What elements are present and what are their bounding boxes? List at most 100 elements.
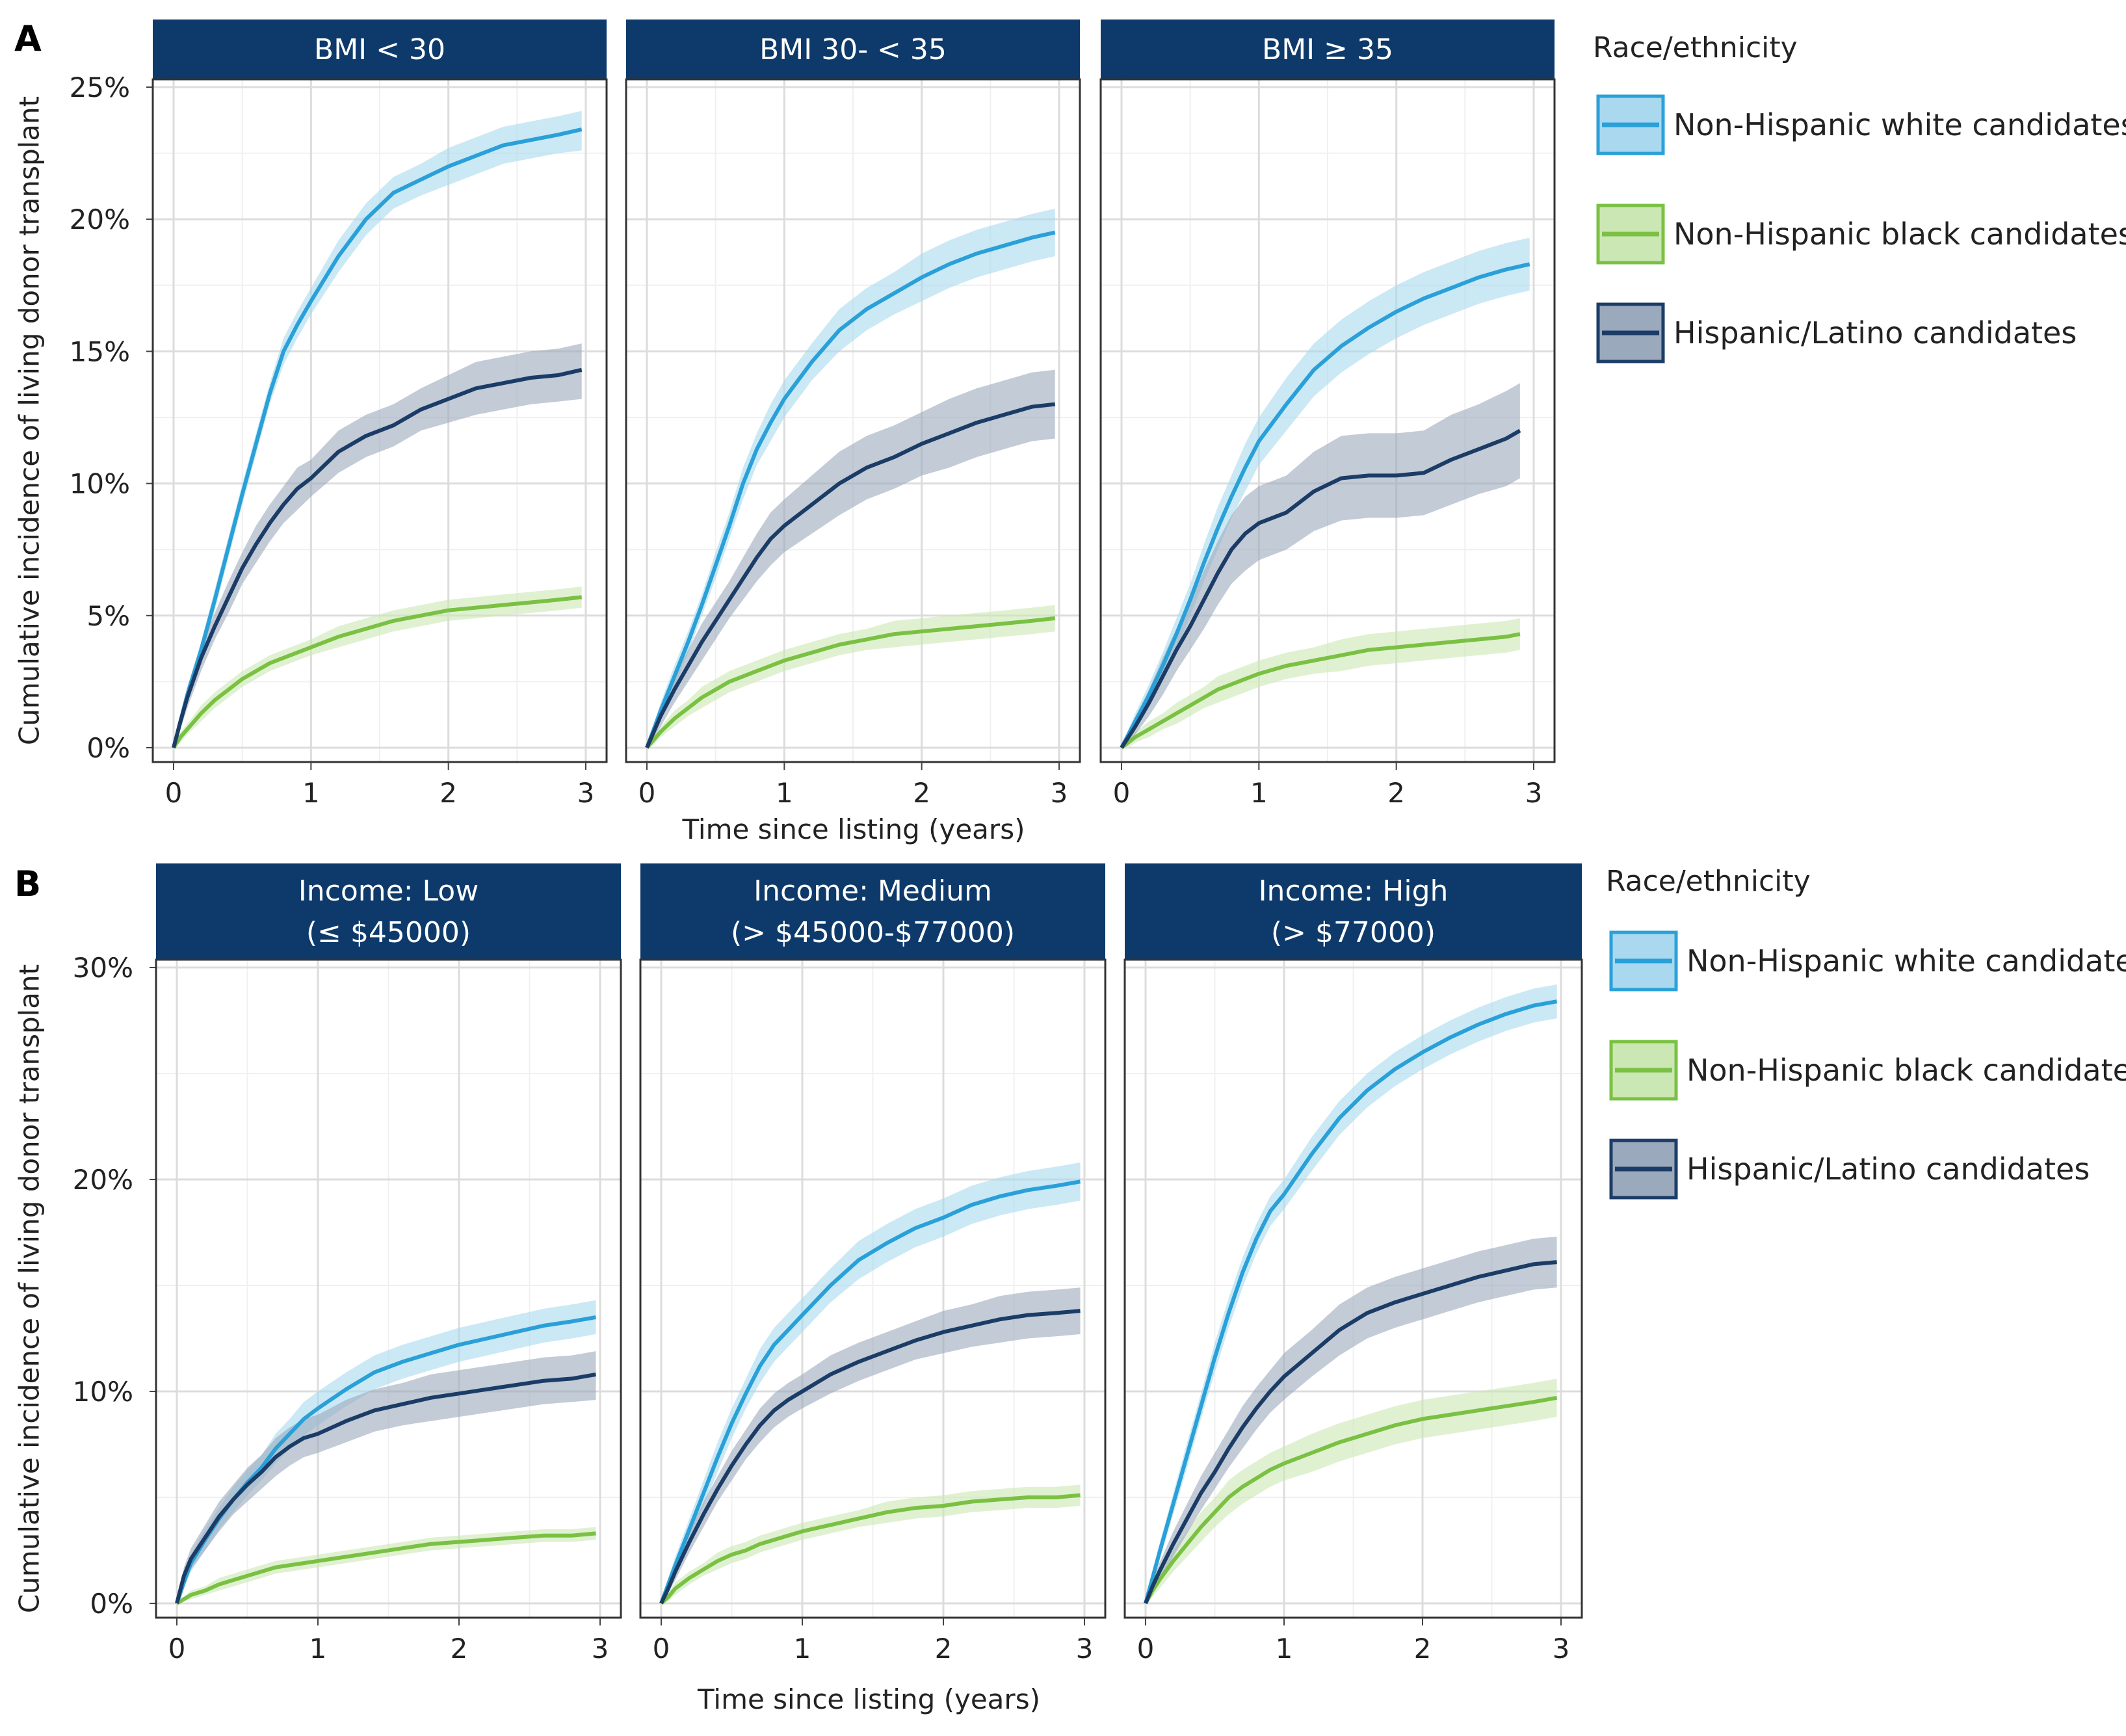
chart-panel-b: B Cumulative incidence of living donor tr… — [14, 863, 2126, 1715]
series-line — [1120, 262, 1530, 749]
series-line — [172, 367, 583, 748]
confidence-band — [1122, 618, 1520, 748]
facet-1: BMI 30- < 35 0 1 2 3 — [625, 20, 1081, 809]
facet-strip-label: (> $45000-$77000) — [731, 916, 1015, 949]
facet-strip — [153, 20, 607, 79]
legend-label: Hispanic/Latino candidates — [1673, 315, 2077, 350]
series-line — [172, 595, 583, 749]
panel-border — [639, 958, 1107, 1619]
x-tick-label: 2 — [1387, 777, 1405, 809]
y-axis-title: Cumulative incidence of living donor tra… — [14, 964, 46, 1613]
confidence-band — [177, 1351, 596, 1603]
legend: Race/ethnicity Non-Hispanic white candida… — [1606, 865, 2126, 1200]
y-tick-label: 0% — [86, 732, 130, 764]
confidence-band — [177, 1527, 596, 1603]
y-tick-label: 10% — [70, 468, 130, 500]
x-tick-label: 0 — [1113, 777, 1131, 809]
y-tick-label: 0% — [90, 1588, 133, 1620]
x-tick-label: 0 — [168, 1633, 186, 1664]
y-tick-label: 20% — [73, 1164, 133, 1196]
facet-strip-label: Income: Medium — [754, 875, 992, 908]
facet-strip-label: BMI ≥ 35 — [1262, 33, 1393, 66]
facet-1: Income: Medium (> $45000-$77000) 0 1 2 3 — [639, 863, 1107, 1664]
facet-0: BMI < 30 0 1 2 3 — [151, 20, 608, 809]
confidence-band — [647, 369, 1055, 748]
facet-strip-label: Income: High — [1259, 875, 1449, 908]
x-axis-title: Time since listing (years) — [697, 1683, 1040, 1715]
legend-label: Non-Hispanic black candidates — [1686, 1053, 2126, 1088]
confidence-band — [1146, 1237, 1557, 1603]
legend-title: Race/ethnicity — [1606, 865, 1811, 898]
y-tick-label: 10% — [73, 1376, 133, 1408]
facet-2: BMI ≥ 35 0 1 2 3 — [1099, 20, 1556, 809]
series-line — [1144, 1395, 1558, 1605]
x-axis-title: Time since listing (years) — [682, 813, 1025, 845]
legend-label: Non-Hispanic white candidates — [1686, 943, 2126, 979]
series-line — [1144, 1260, 1557, 1605]
series-line — [175, 1372, 597, 1604]
confidence-band — [647, 605, 1055, 748]
facet-strip-label: (> $77000) — [1271, 916, 1436, 949]
panel-border — [625, 78, 1081, 763]
x-tick-label: 2 — [913, 777, 930, 809]
series-line — [645, 230, 1056, 749]
legend-label: Hispanic/Latino candidates — [1686, 1151, 2090, 1187]
x-tick-label: 2 — [451, 1633, 468, 1664]
y-tick-label: 20% — [70, 204, 130, 235]
x-tick-label: 0 — [653, 1633, 670, 1664]
series-line — [1120, 632, 1521, 750]
y-tick-label: 5% — [86, 600, 130, 632]
facet-strip — [1125, 863, 1582, 960]
facet-strip-label: (≤ $45000) — [306, 916, 471, 949]
x-tick-label: 1 — [794, 1633, 811, 1664]
series-line — [645, 402, 1056, 749]
series-line — [1144, 999, 1558, 1604]
chart-panel-a: A Cumulative incidence of living donor tr… — [14, 18, 2126, 845]
facet-strip — [1101, 20, 1555, 79]
series-line — [659, 1179, 1081, 1605]
confidence-band — [1146, 1378, 1557, 1603]
y-tick-label: 25% — [70, 72, 130, 103]
confidence-band — [1122, 383, 1520, 748]
x-tick-label: 2 — [935, 1633, 952, 1664]
panel-letter: B — [14, 863, 41, 904]
x-tick-label: 3 — [1051, 777, 1068, 809]
y-tick-label: 30% — [73, 952, 133, 984]
x-tick-label: 1 — [302, 777, 320, 809]
confidence-band — [647, 208, 1055, 748]
legend-label: Non-Hispanic white candidates — [1673, 107, 2126, 142]
x-tick-label: 1 — [1276, 1633, 1293, 1664]
panel-letter: A — [14, 18, 42, 59]
x-tick-label: 3 — [1553, 1633, 1570, 1664]
x-tick-label: 0 — [1137, 1633, 1155, 1664]
x-tick-label: 3 — [577, 777, 595, 809]
panel-border — [155, 958, 622, 1619]
facet-strip-label: Income: Low — [298, 875, 479, 908]
series-line — [172, 127, 583, 748]
facet-strip — [626, 20, 1080, 79]
facet-strip — [156, 863, 621, 960]
facet-0: Income: Low (≤ $45000) 0 1 2 3 — [155, 863, 622, 1664]
facet-strip — [640, 863, 1105, 960]
legend-title: Race/ethnicity — [1593, 31, 1798, 64]
y-axis-title: Cumulative incidence of living donor tra… — [14, 96, 46, 745]
x-tick-label: 1 — [1250, 777, 1268, 809]
legend-label: Non-Hispanic black candidates — [1673, 217, 2126, 252]
x-tick-label: 3 — [1525, 777, 1543, 809]
facet-strip-label: BMI 30- < 35 — [759, 33, 947, 66]
x-tick-label: 0 — [638, 777, 656, 809]
confidence-band — [174, 586, 582, 748]
y-tick-label: 15% — [70, 335, 130, 367]
x-tick-label: 2 — [440, 777, 457, 809]
confidence-band — [177, 1300, 596, 1603]
series-line — [659, 1493, 1081, 1605]
x-tick-label: 3 — [1076, 1633, 1094, 1664]
series-line — [645, 616, 1056, 749]
x-tick-label: 0 — [165, 777, 183, 809]
panel-border — [1099, 78, 1556, 763]
x-tick-label: 3 — [592, 1633, 609, 1664]
x-tick-label: 2 — [1414, 1633, 1432, 1664]
panel-border — [151, 78, 608, 763]
confidence-band — [661, 1162, 1081, 1603]
